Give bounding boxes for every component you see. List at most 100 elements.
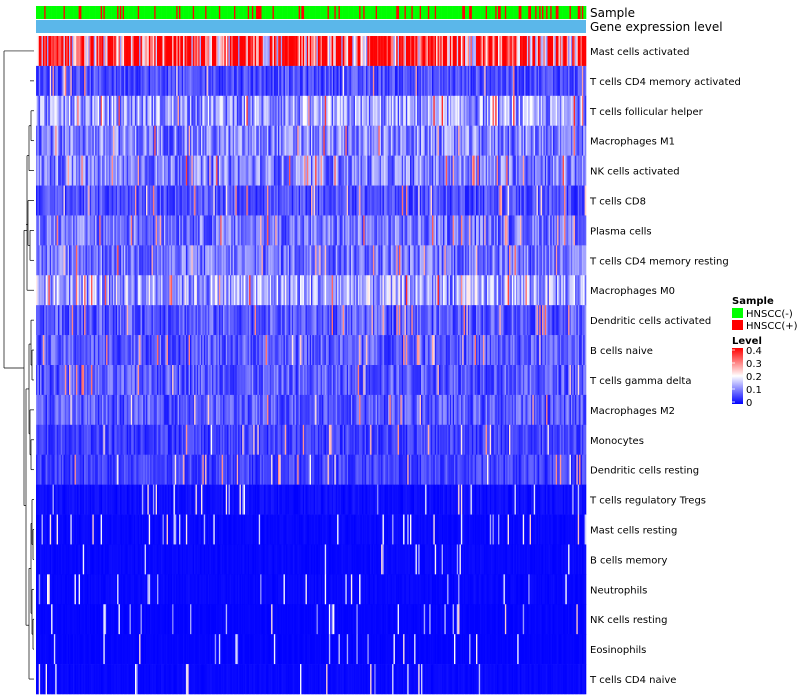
heatmap-cell — [135, 245, 137, 276]
heatmap-cell — [350, 125, 353, 156]
heatmap-cell — [262, 65, 265, 97]
heatmap-cell — [377, 155, 379, 186]
heatmap-cell — [438, 95, 441, 127]
sample-annotation-cell — [551, 6, 554, 19]
heatmap-cell — [262, 275, 265, 306]
heatmap-cell — [287, 95, 290, 127]
heatmap-cell — [334, 275, 337, 306]
heatmap-cell — [389, 305, 392, 336]
heatmap-cell — [75, 65, 78, 97]
heatmap-cell — [319, 95, 321, 127]
heatmap-cell — [276, 275, 279, 306]
heatmap-cell — [59, 185, 62, 216]
heatmap-cell — [113, 245, 115, 276]
heatmap-cell — [242, 95, 244, 127]
heatmap-cell — [195, 215, 198, 246]
heatmap-cell — [397, 185, 400, 216]
heatmap-cell — [537, 245, 540, 276]
sample-annotation-cell — [341, 6, 343, 19]
heatmap-cell — [114, 155, 117, 186]
sample-annotation-cell — [304, 6, 306, 19]
heatmap-cell — [84, 245, 86, 276]
heatmap-cell — [521, 215, 524, 246]
heatmap-cell — [300, 155, 302, 186]
heatmap-cell — [580, 65, 583, 97]
heatmap-cell — [485, 185, 488, 216]
heatmap-cell — [568, 275, 570, 306]
heatmap-cell — [441, 155, 444, 186]
heatmap-cell — [115, 245, 118, 276]
heatmap-cell — [140, 95, 143, 127]
heatmap-cell — [174, 125, 177, 156]
heatmap-cell — [229, 245, 232, 276]
sample-annotation-cell — [217, 6, 220, 19]
heatmap-cell — [322, 275, 324, 306]
heatmap-cell — [289, 185, 291, 216]
heatmap-cell — [250, 36, 253, 67]
heatmap-cell — [220, 305, 222, 336]
heatmap-cell — [493, 155, 496, 186]
heatmap-cell — [370, 65, 372, 97]
heatmap-cell — [550, 215, 552, 246]
heatmap-cell — [210, 215, 213, 246]
heatmap-cell — [584, 275, 587, 306]
sample-annotation-cell — [533, 6, 536, 19]
heatmap-cell — [67, 36, 70, 67]
heatmap-cell — [371, 36, 374, 67]
heatmap-cell — [443, 155, 445, 186]
heatmap-cell — [63, 245, 66, 276]
heatmap-cell — [136, 155, 139, 186]
heatmap-cell — [440, 275, 442, 306]
heatmap-cell — [408, 215, 411, 246]
heatmap-cell — [147, 185, 150, 216]
heatmap-cell — [543, 245, 546, 276]
heatmap-cell — [40, 215, 42, 246]
heatmap-cell — [124, 275, 126, 306]
heatmap-cell — [531, 185, 533, 216]
heatmap-cell — [85, 215, 88, 246]
heatmap-cell — [440, 185, 442, 216]
heatmap-cell — [353, 95, 356, 127]
sample-annotation-cell — [324, 6, 327, 19]
heatmap-cell — [366, 275, 368, 306]
sample-annotation-cell — [305, 6, 308, 19]
heatmap-cell — [250, 125, 253, 156]
heatmap-cell — [539, 185, 541, 216]
heatmap-cell — [287, 65, 290, 97]
heatmap-cell — [201, 95, 203, 127]
heatmap-cell — [139, 185, 141, 216]
sample-annotation-cell — [144, 6, 147, 19]
heatmap-cell — [256, 185, 258, 216]
heatmap-cell — [518, 125, 521, 156]
heatmap-cell — [245, 125, 247, 156]
heatmap-cell — [570, 275, 573, 306]
heatmap-cell — [128, 125, 130, 156]
heatmap-cell — [180, 65, 183, 97]
heatmap-cell — [474, 185, 477, 216]
sample-annotation-cell — [518, 6, 521, 19]
heatmap-cell — [562, 215, 565, 246]
heatmap-cell — [246, 305, 249, 336]
heatmap-cell — [137, 125, 140, 156]
heatmap-cell — [562, 155, 565, 186]
heatmap-cell — [517, 65, 519, 97]
sample-annotation-cell — [565, 6, 568, 19]
heatmap-cell — [300, 245, 302, 276]
heatmap-cell — [434, 215, 437, 246]
heatmap-cell — [154, 155, 156, 186]
heatmap-cell — [397, 125, 400, 156]
heatmap-cell — [126, 95, 129, 127]
heatmap-cell — [477, 275, 480, 306]
heatmap-cell — [69, 305, 71, 336]
heatmap-cell — [381, 155, 383, 186]
heatmap-cell — [355, 245, 357, 276]
heatmap-cell — [554, 95, 557, 127]
heatmap-cell — [82, 65, 85, 97]
heatmap-cell — [187, 155, 189, 186]
heatmap-cell — [499, 215, 502, 246]
heatmap-cell — [399, 275, 401, 306]
heatmap-cell — [51, 215, 53, 246]
heatmap-cell — [106, 275, 108, 306]
heatmap-cell — [451, 36, 453, 67]
heatmap-cell — [48, 275, 51, 306]
